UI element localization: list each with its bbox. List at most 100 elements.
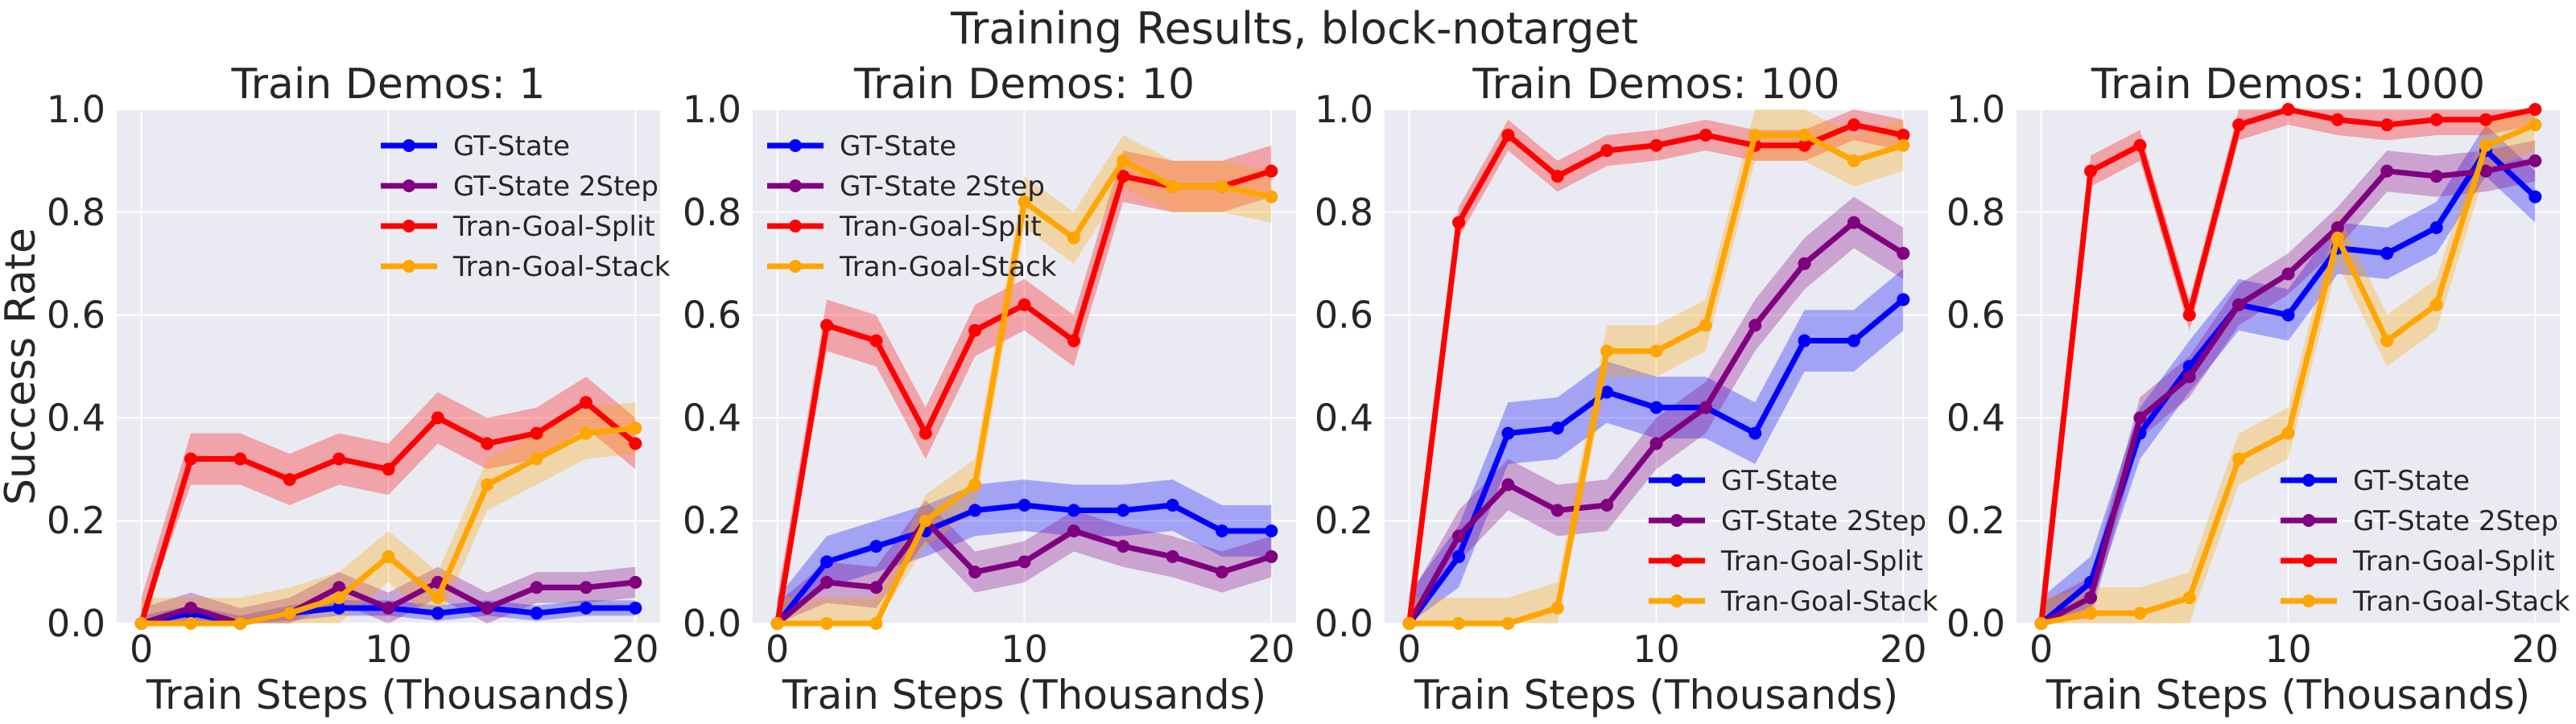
point-GT-State 2Step [2479, 164, 2492, 178]
point-GT-State 2Step [629, 575, 642, 589]
point-Tran-Goal-Stack [770, 617, 784, 630]
y-tick-label: 1.0 [47, 88, 105, 131]
point-Tran-Goal-Split [1699, 128, 1712, 142]
legend-label: Tran-Goal-Stack [2352, 586, 2570, 618]
point-Tran-Goal-Stack [2380, 334, 2394, 348]
point-Tran-Goal-Stack [629, 422, 642, 435]
point-Tran-Goal-Stack [382, 549, 395, 563]
y-tick-label: 0.8 [683, 191, 741, 234]
point-Tran-Goal-Split [1847, 118, 1860, 132]
point-Tran-Goal-Stack [1117, 154, 1130, 167]
band-Tran-Goal-Split [777, 145, 1272, 624]
x-tick-label: 0 [766, 627, 789, 671]
point-GT-State [968, 504, 982, 517]
point-GT-State 2Step [1018, 555, 1031, 569]
legend: GT-State GT-State 2Step Tran-Goal-Split Tra… [2281, 465, 2570, 618]
point-Tran-Goal-Split [283, 473, 296, 487]
legend-marker [2302, 554, 2315, 567]
legend-marker [2302, 514, 2315, 527]
point-GT-State 2Step [1067, 524, 1080, 537]
band-GT-State 2Step [1409, 196, 1904, 623]
point-Tran-Goal-Stack [1798, 128, 1811, 142]
figure-suptitle: Training Results, block-notarget [950, 3, 1638, 54]
point-GT-State [579, 601, 592, 615]
point-GT-State [2429, 220, 2443, 234]
point-GT-State [530, 607, 543, 620]
legend-label: Tran-Goal-Split [452, 211, 655, 243]
point-Tran-Goal-Stack [1501, 617, 1515, 630]
point-Tran-Goal-Split [1550, 170, 1564, 183]
point-Tran-Goal-Split [1117, 170, 1130, 183]
point-Tran-Goal-Split [1265, 164, 1278, 178]
x-tick-label: 0 [2029, 627, 2053, 671]
y-tick-label: 0.6 [1946, 294, 2005, 337]
y-tick-label: 0.0 [1946, 602, 2005, 645]
point-Tran-Goal-Stack [1649, 344, 1663, 358]
point-Tran-Goal-Stack [1600, 344, 1614, 358]
point-Tran-Goal-Stack [2479, 138, 2492, 152]
band-Tran-Goal-Stack [141, 402, 636, 623]
point-GT-State 2Step [2133, 411, 2147, 425]
legend-label: GT-State [453, 130, 570, 162]
point-Tran-Goal-Split [1501, 128, 1515, 142]
y-tick-label: 0.4 [47, 396, 105, 439]
x-tick-label: 20 [1248, 627, 1295, 671]
legend-marker [789, 139, 802, 152]
band-Tran-Goal-Stack [2041, 109, 2536, 623]
point-GT-State [1897, 293, 1910, 306]
point-GT-State 2Step [332, 581, 346, 594]
point-GT-State [1798, 334, 1811, 348]
point-Tran-Goal-Stack [2182, 591, 2196, 605]
legend-label: GT-State 2Step [840, 171, 1045, 203]
point-Tran-Goal-Split [184, 452, 198, 466]
chart-panel-1: 0.0 0.2 0.4 0.6 0.8 1.0 0 10 20 Train Demos: 1 Tra… [0, 60, 671, 718]
point-Tran-Goal-Stack [2529, 118, 2542, 132]
point-Tran-Goal-Split [1897, 128, 1910, 142]
point-Tran-Goal-Split [382, 463, 395, 476]
point-GT-State 2Step [184, 601, 198, 615]
point-GT-State [629, 601, 642, 615]
legend-label: Tran-Goal-Stack [1720, 586, 1938, 618]
x-tick-label: 0 [1397, 627, 1421, 671]
x-tick-label: 10 [1633, 627, 1680, 671]
legend-marker [789, 179, 802, 192]
point-Tran-Goal-Split [1452, 216, 1466, 229]
panel-title: Train Demos: 10 [853, 60, 1195, 109]
point-Tran-Goal-Stack [2034, 617, 2048, 630]
point-Tran-Goal-Split [1798, 138, 1811, 152]
point-GT-State 2Step [2232, 298, 2246, 311]
point-GT-State 2Step [1699, 401, 1712, 414]
band-GT-State 2Step [2041, 140, 2536, 624]
legend-marker [1670, 594, 1683, 607]
point-Tran-Goal-Split [1649, 138, 1663, 152]
point-Tran-Goal-Split [968, 323, 982, 337]
point-GT-State [1018, 499, 1031, 512]
legend-label: Tran-Goal-Stack [452, 251, 671, 283]
legend-label: GT-State 2Step [1721, 505, 1926, 537]
point-Tran-Goal-Stack [2232, 452, 2246, 466]
point-Tran-Goal-Stack [1166, 179, 1179, 193]
point-GT-State 2Step [2182, 370, 2196, 384]
point-Tran-Goal-Split [820, 319, 834, 332]
point-Tran-Goal-Split [530, 426, 543, 440]
point-Tran-Goal-Stack [530, 452, 543, 466]
point-GT-State 2Step [481, 601, 494, 615]
point-GT-State [1847, 334, 1860, 348]
point-GT-State [1166, 499, 1179, 512]
point-Tran-Goal-Split [332, 452, 346, 466]
point-Tran-Goal-Stack [1550, 601, 1564, 615]
point-Tran-Goal-Stack [579, 426, 592, 440]
point-Tran-Goal-Stack [1847, 154, 1860, 167]
point-Tran-Goal-Stack [1067, 231, 1080, 245]
point-Tran-Goal-Split [2529, 103, 2542, 116]
point-GT-State 2Step [1798, 257, 1811, 270]
point-Tran-Goal-Split [431, 411, 444, 425]
band-GT-State [2041, 125, 2536, 624]
x-axis-label: Train Steps (Thousands) [146, 672, 630, 718]
band-Tran-Goal-Stack [1409, 109, 1904, 623]
point-Tran-Goal-Stack [1215, 179, 1228, 193]
point-GT-State [1117, 504, 1130, 517]
point-Tran-Goal-Stack [184, 617, 198, 630]
point-GT-State [1265, 524, 1278, 537]
